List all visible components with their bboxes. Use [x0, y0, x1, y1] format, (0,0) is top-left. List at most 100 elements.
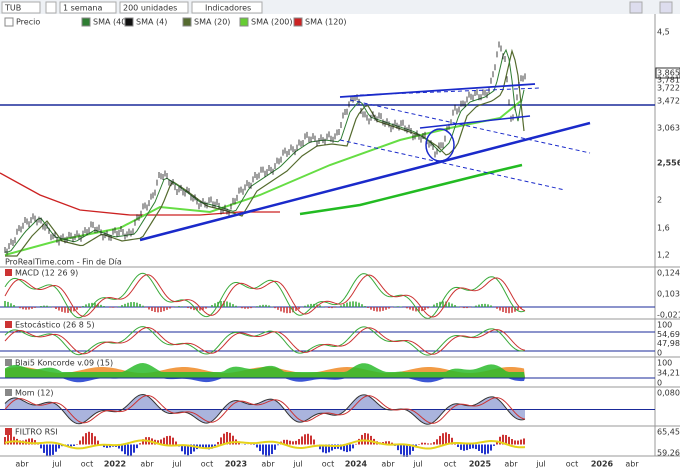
- price-label: 1,6: [657, 224, 670, 233]
- panel-swatch: [5, 389, 12, 396]
- panel-axis-label: 54,691: [657, 330, 680, 339]
- x-tick-label: 2024: [345, 460, 368, 469]
- x-tick-label: oct: [81, 460, 93, 469]
- x-tick-label: jul: [171, 460, 182, 469]
- trend-line: [139, 121, 591, 242]
- osc-signal: [4, 394, 526, 424]
- koncorde-area: [5, 363, 525, 378]
- legend-label: SMA (40): [93, 18, 129, 27]
- x-tick-label: 2022: [104, 460, 126, 469]
- units[interactable]: 200 unidades: [123, 4, 177, 13]
- sma-200: [0, 172, 280, 216]
- dashed-line: [339, 139, 566, 191]
- dashed-line: [359, 87, 541, 96]
- legend-label: SMA (20): [194, 18, 230, 27]
- watermark: ProRealTime.com - Fin de Día: [5, 258, 122, 267]
- price-label: 4,5: [657, 28, 670, 37]
- x-tick-label: abr: [140, 460, 154, 469]
- dashed-line: [349, 99, 591, 154]
- sma-40: [5, 48, 525, 257]
- x-tick-label: abr: [381, 460, 395, 469]
- panel-title: Mom (12): [15, 389, 54, 398]
- price-label: 3,865: [657, 69, 680, 78]
- price-label: 1,2: [657, 251, 670, 260]
- sma-20: [5, 48, 525, 253]
- x-tick-label: oct: [201, 460, 213, 469]
- x-tick-label: jul: [51, 460, 62, 469]
- panel-axis-label: 59,2653: [657, 449, 680, 458]
- osc-line: [4, 272, 526, 319]
- x-tick-label: jul: [292, 460, 303, 469]
- x-tick-label: oct: [566, 460, 578, 469]
- osc-signal: [4, 327, 526, 355]
- legend-label: SMA (4): [136, 18, 167, 27]
- x-tick-label: abr: [15, 460, 29, 469]
- panel-swatch: [5, 321, 12, 328]
- timeframe[interactable]: 1 semana: [63, 4, 102, 13]
- x-tick-label: 2023: [225, 460, 247, 469]
- x-tick-label: oct: [322, 460, 334, 469]
- legend-label: SMA (200): [251, 18, 293, 27]
- indicators[interactable]: Indicadores: [205, 4, 251, 13]
- timeframe-box[interactable]: [59, 1, 117, 14]
- price-label: 2: [657, 196, 662, 205]
- x-tick-label: oct: [444, 460, 456, 469]
- legend-swatch: [182, 17, 192, 27]
- panel-axis-label: 100: [657, 359, 672, 368]
- legend-swatch: [4, 17, 14, 27]
- price-box: [655, 67, 680, 79]
- units-box[interactable]: [119, 1, 189, 14]
- price-label: 2,556: [657, 159, 680, 168]
- panel-axis-label: 0,0800: [657, 389, 680, 398]
- koncorde-area: [5, 378, 525, 383]
- osc-line: [4, 326, 526, 356]
- price-label: 3,7225: [657, 84, 680, 93]
- icon[interactable]: [629, 1, 643, 14]
- osc-line: [4, 394, 526, 425]
- panel-axis-label: 100: [657, 321, 672, 330]
- symbol-box[interactable]: [1, 1, 41, 14]
- sma-long: [299, 163, 523, 216]
- panel-axis-label: 0: [657, 349, 662, 358]
- legend-swatch: [81, 17, 91, 27]
- legend-label: SMA (120): [305, 18, 347, 27]
- panel-title: Blai5 Koncorde v.09 (15): [15, 359, 113, 368]
- panel-axis-label: 0: [657, 379, 662, 388]
- panel-title: FILTRO RSI: [15, 428, 58, 437]
- panel-axis-label: 47,989: [657, 339, 680, 348]
- panel-axis-label: 0,1030: [657, 290, 680, 299]
- trend-line: [419, 115, 531, 129]
- indicators-box[interactable]: [191, 1, 263, 14]
- legend-swatch: [293, 17, 303, 27]
- trend-line: [339, 83, 536, 98]
- x-tick-label: abr: [504, 460, 518, 469]
- d-button[interactable]: [45, 1, 57, 14]
- legend-swatch: [124, 17, 134, 27]
- panel-axis-label: 34,2158: [657, 369, 680, 378]
- panel-title: MACD (12 26 9): [15, 269, 78, 278]
- x-tick-label: jul: [412, 460, 423, 469]
- panel-title: Estocástico (26 8 5): [15, 321, 95, 330]
- panel-axis-label: 65,4565: [657, 428, 680, 437]
- panel-axis-label: 0,1241: [657, 269, 680, 278]
- price-label: 3,781: [657, 76, 680, 85]
- x-tick-label: jul: [535, 460, 546, 469]
- price-label: 3,0630: [657, 124, 680, 133]
- price-label: 3,4729: [657, 97, 680, 106]
- circle-marker: [425, 128, 455, 162]
- x-tick-label: abr: [625, 460, 639, 469]
- panel-axis-label: -0,021: [657, 311, 680, 320]
- x-tick-label: abr: [261, 460, 275, 469]
- legend-label: Precio: [16, 18, 40, 27]
- osc-signal: [4, 274, 526, 318]
- panel-swatch: [5, 428, 12, 435]
- x-tick-label: 2026: [591, 460, 614, 469]
- icon[interactable]: [659, 1, 673, 14]
- symbol[interactable]: TUB: [4, 4, 21, 13]
- panel-swatch: [5, 359, 12, 366]
- x-tick-label: 2025: [469, 460, 492, 469]
- panel-swatch: [5, 269, 12, 276]
- legend-swatch: [239, 17, 249, 27]
